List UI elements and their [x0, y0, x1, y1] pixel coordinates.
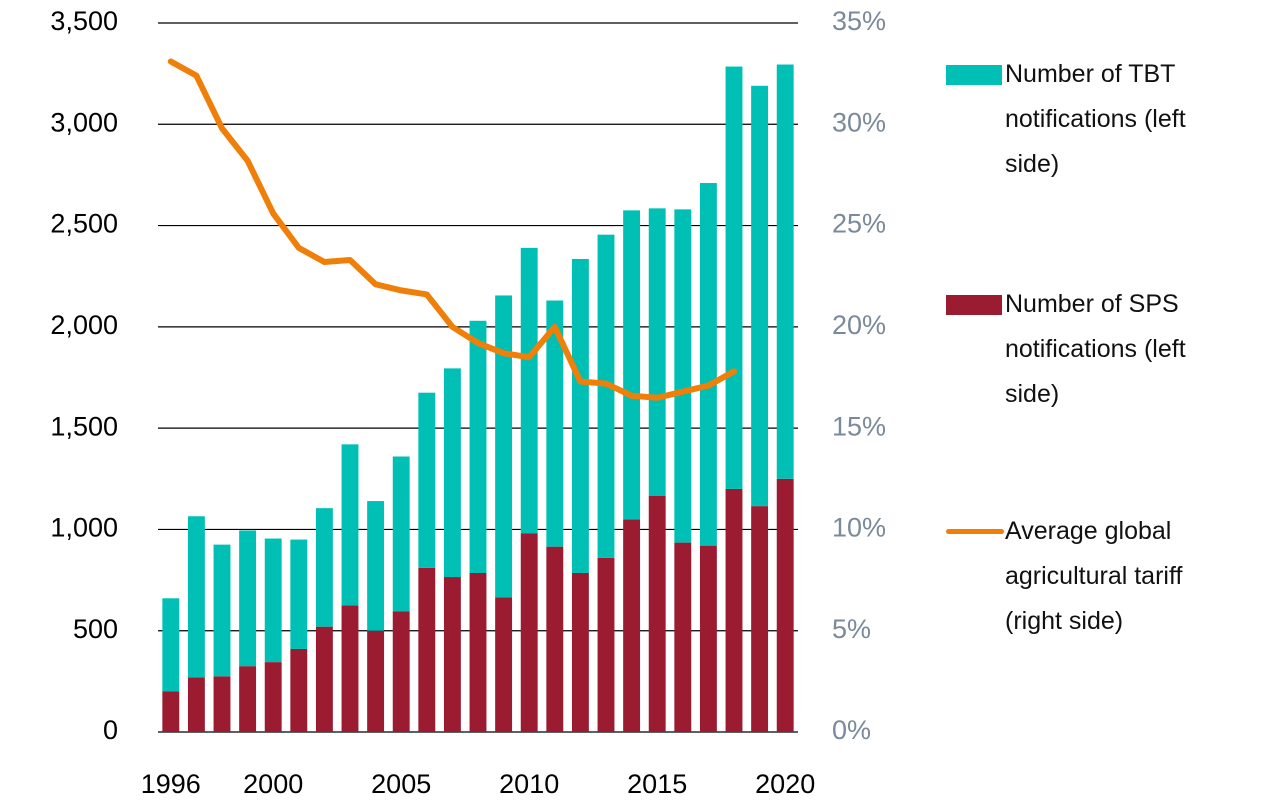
bar — [776, 64, 794, 479]
bar — [699, 183, 717, 546]
bar — [546, 546, 564, 732]
legend-marker — [946, 295, 1002, 315]
x-tick-label: 2010 — [499, 769, 559, 799]
bar — [392, 611, 410, 732]
y2-tick-label: 35% — [832, 6, 886, 36]
bar — [443, 368, 461, 578]
y2-tick-label: 10% — [832, 513, 886, 543]
bar — [264, 538, 282, 663]
bar — [520, 247, 538, 534]
bar — [751, 85, 769, 507]
bar — [571, 572, 589, 732]
bar — [648, 208, 666, 497]
bar — [187, 677, 205, 732]
bar — [699, 545, 717, 732]
bar — [315, 626, 333, 732]
bar — [187, 516, 205, 678]
bar — [520, 533, 538, 732]
bar — [290, 539, 308, 649]
bar — [674, 542, 692, 732]
legend-marker — [946, 65, 1002, 85]
bar — [264, 662, 282, 732]
bar — [546, 300, 564, 547]
bar — [597, 234, 615, 558]
bar — [725, 488, 743, 732]
y-tick-label: 1,500 — [50, 411, 118, 441]
y2-tick-label: 20% — [832, 310, 886, 340]
bar — [213, 544, 231, 677]
x-tick-label: 2015 — [627, 769, 687, 799]
bar — [674, 209, 692, 543]
legend-marker — [946, 529, 1004, 534]
legend-label: Number of SPS notifications (left side) — [1005, 290, 1186, 408]
y2-tick-label: 5% — [832, 614, 871, 644]
bar — [213, 676, 231, 732]
bar — [392, 456, 410, 612]
bar — [239, 666, 257, 732]
bar — [495, 597, 513, 732]
x-tick-label: 1996 — [141, 769, 201, 799]
bar — [418, 567, 436, 732]
bar — [341, 605, 359, 732]
bar — [495, 295, 513, 598]
line — [167, 58, 737, 401]
bar — [418, 392, 436, 568]
y-tick-label: 2,500 — [50, 209, 118, 239]
bar — [367, 501, 385, 631]
bar — [367, 630, 385, 732]
bar — [751, 506, 769, 732]
bar — [469, 320, 487, 573]
bar — [239, 530, 257, 667]
bar — [776, 478, 794, 732]
legend-label: Number of TBT notifications (left side) — [1005, 60, 1186, 178]
y2-tick-label: 0% — [832, 715, 871, 745]
y-tick-label: 3,500 — [50, 6, 118, 36]
y-tick-label: 3,000 — [50, 107, 118, 137]
y2-tick-label: 15% — [832, 411, 886, 441]
x-tick-label: 2020 — [755, 769, 815, 799]
y2-tick-label: 25% — [832, 209, 886, 239]
x-tick-label: 2005 — [371, 769, 431, 799]
y-tick-label: 2,000 — [50, 310, 118, 340]
bar — [725, 66, 743, 489]
bar — [341, 444, 359, 606]
bar — [290, 648, 308, 732]
x-tick-label: 2000 — [243, 769, 303, 799]
bar — [443, 577, 461, 732]
bar — [162, 598, 180, 692]
bar — [648, 496, 666, 732]
bar — [315, 508, 333, 627]
legend-label: Average global agricultural tariff (righ… — [1005, 517, 1183, 635]
bar — [571, 258, 589, 573]
bar — [597, 557, 615, 732]
bar — [623, 210, 641, 520]
bar — [162, 691, 180, 732]
y-tick-label: 0 — [103, 715, 118, 745]
y2-tick-label: 30% — [832, 107, 886, 137]
y-tick-label: 1,000 — [50, 513, 118, 543]
bar — [469, 572, 487, 732]
y-tick-label: 500 — [73, 614, 118, 644]
bar — [623, 519, 641, 732]
